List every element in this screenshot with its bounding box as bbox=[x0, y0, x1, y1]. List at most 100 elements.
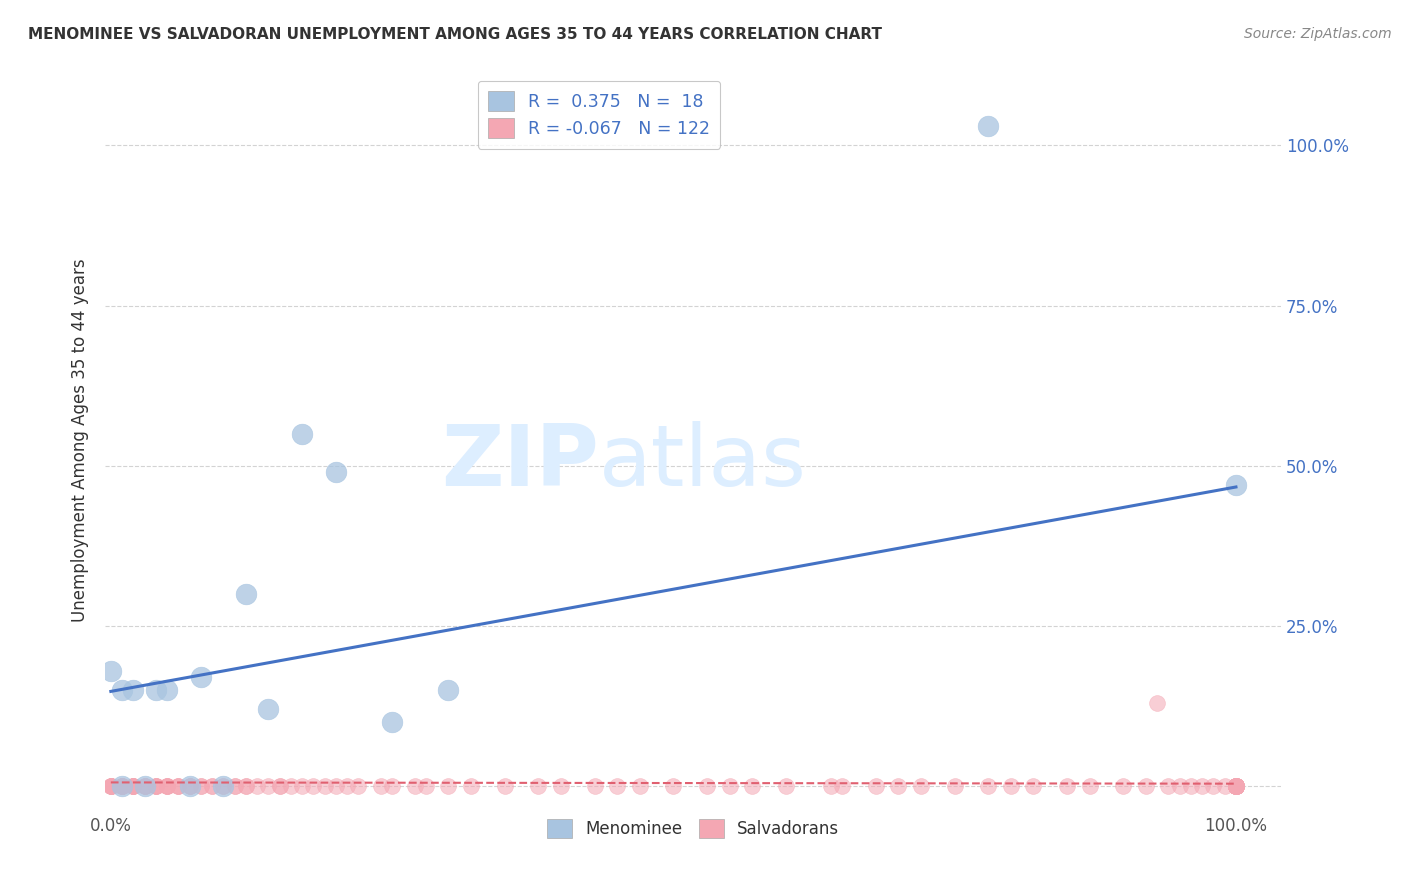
Point bbox=[167, 779, 190, 793]
Point bbox=[201, 779, 224, 793]
Point bbox=[100, 779, 122, 793]
Point bbox=[145, 779, 167, 793]
Point bbox=[1157, 779, 1180, 793]
Point bbox=[1225, 779, 1247, 793]
Point bbox=[111, 779, 134, 793]
Point bbox=[1225, 779, 1247, 793]
Point bbox=[111, 779, 134, 793]
Point bbox=[583, 779, 606, 793]
Point bbox=[1225, 779, 1247, 793]
Point bbox=[235, 587, 257, 601]
Point bbox=[1056, 779, 1078, 793]
Point bbox=[122, 779, 145, 793]
Point bbox=[190, 779, 212, 793]
Point bbox=[122, 779, 145, 793]
Point bbox=[145, 683, 167, 698]
Point bbox=[100, 779, 122, 793]
Point bbox=[1022, 779, 1045, 793]
Y-axis label: Unemployment Among Ages 35 to 44 years: Unemployment Among Ages 35 to 44 years bbox=[72, 259, 89, 622]
Point bbox=[134, 779, 156, 793]
Point bbox=[696, 779, 718, 793]
Point bbox=[628, 779, 651, 793]
Point bbox=[224, 779, 246, 793]
Point bbox=[201, 779, 224, 793]
Legend: Menominee, Salvadorans: Menominee, Salvadorans bbox=[540, 812, 846, 845]
Text: ZIP: ZIP bbox=[441, 421, 599, 504]
Point bbox=[1213, 779, 1236, 793]
Point bbox=[370, 779, 392, 793]
Point bbox=[111, 779, 134, 793]
Point bbox=[156, 683, 179, 698]
Point bbox=[1225, 779, 1247, 793]
Point bbox=[1225, 779, 1247, 793]
Point bbox=[1000, 779, 1022, 793]
Point bbox=[235, 779, 257, 793]
Point bbox=[134, 779, 156, 793]
Point bbox=[1225, 779, 1247, 793]
Point bbox=[1112, 779, 1135, 793]
Point bbox=[741, 779, 763, 793]
Point bbox=[1225, 779, 1247, 793]
Point bbox=[1225, 779, 1247, 793]
Point bbox=[1202, 779, 1225, 793]
Point bbox=[381, 715, 404, 730]
Point bbox=[111, 779, 134, 793]
Text: atlas: atlas bbox=[599, 421, 807, 504]
Point bbox=[122, 779, 145, 793]
Point bbox=[246, 779, 269, 793]
Point bbox=[1225, 779, 1247, 793]
Point bbox=[831, 779, 853, 793]
Point bbox=[1225, 779, 1247, 793]
Point bbox=[1135, 779, 1157, 793]
Point bbox=[1225, 779, 1247, 793]
Point bbox=[156, 779, 179, 793]
Point bbox=[224, 779, 246, 793]
Point bbox=[100, 664, 122, 678]
Point bbox=[1225, 779, 1247, 793]
Point bbox=[156, 779, 179, 793]
Point bbox=[325, 465, 347, 479]
Point bbox=[100, 779, 122, 793]
Point bbox=[1225, 779, 1247, 793]
Point bbox=[156, 779, 179, 793]
Point bbox=[100, 779, 122, 793]
Point bbox=[1225, 779, 1247, 793]
Point bbox=[550, 779, 572, 793]
Point bbox=[1225, 779, 1247, 793]
Point bbox=[212, 779, 235, 793]
Point bbox=[404, 779, 426, 793]
Point bbox=[269, 779, 291, 793]
Point bbox=[314, 779, 336, 793]
Point bbox=[291, 426, 314, 441]
Text: Source: ZipAtlas.com: Source: ZipAtlas.com bbox=[1244, 27, 1392, 41]
Point bbox=[291, 779, 314, 793]
Point bbox=[1225, 779, 1247, 793]
Point bbox=[887, 779, 910, 793]
Point bbox=[1225, 779, 1247, 793]
Point bbox=[1191, 779, 1213, 793]
Point bbox=[415, 779, 437, 793]
Point bbox=[212, 779, 235, 793]
Point bbox=[494, 779, 516, 793]
Point bbox=[437, 779, 460, 793]
Point bbox=[190, 670, 212, 684]
Point bbox=[381, 779, 404, 793]
Point bbox=[145, 779, 167, 793]
Point bbox=[111, 779, 134, 793]
Point bbox=[1146, 696, 1168, 710]
Point bbox=[235, 779, 257, 793]
Point bbox=[167, 779, 190, 793]
Point bbox=[111, 779, 134, 793]
Point bbox=[179, 779, 201, 793]
Point bbox=[122, 779, 145, 793]
Point bbox=[1225, 779, 1247, 793]
Point bbox=[190, 779, 212, 793]
Point bbox=[325, 779, 347, 793]
Point bbox=[1225, 779, 1247, 793]
Point bbox=[977, 779, 1000, 793]
Point bbox=[820, 779, 842, 793]
Point bbox=[134, 779, 156, 793]
Point bbox=[437, 683, 460, 698]
Point bbox=[1225, 779, 1247, 793]
Point bbox=[1225, 779, 1247, 793]
